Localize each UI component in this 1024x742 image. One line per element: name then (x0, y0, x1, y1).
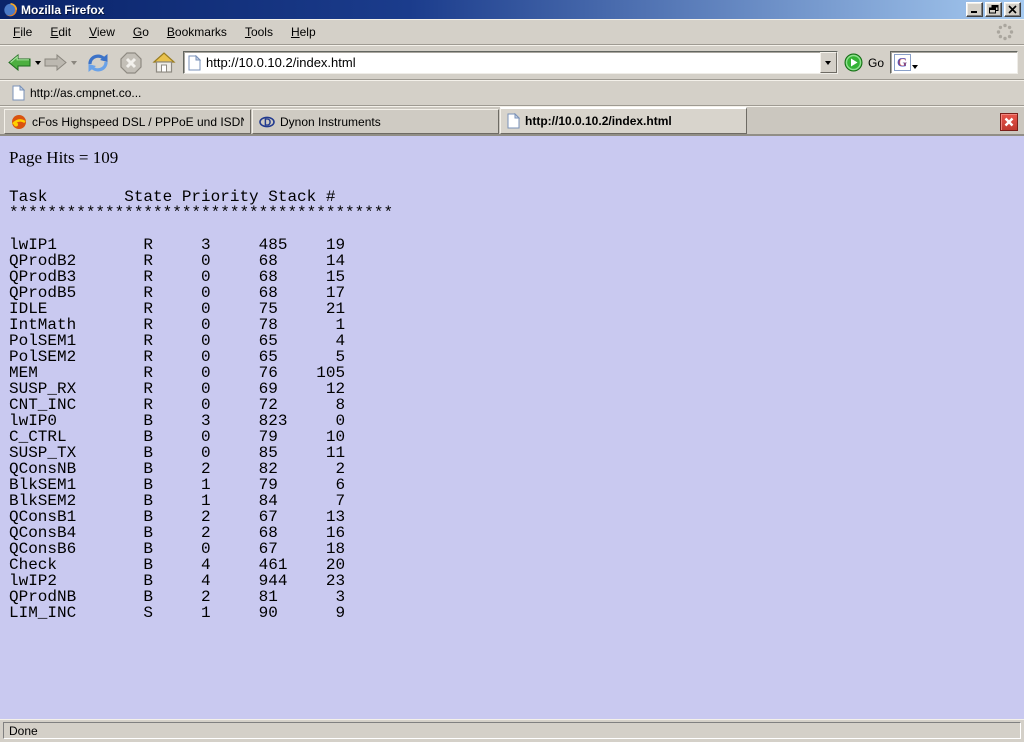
page-content: Page Hits = 109 Task State Priority Stac… (0, 136, 1024, 719)
stop-button[interactable] (117, 48, 145, 78)
bookmarks-toolbar: http://as.cmpnet.co... (0, 80, 1024, 106)
page-icon (507, 113, 520, 129)
navigation-toolbar: http://10.0.10.2/index.html Go G G (0, 45, 1024, 80)
go-label[interactable]: Go (867, 55, 884, 70)
svg-text:G: G (897, 55, 907, 70)
task-table: Task State Priority Stack # ************… (9, 188, 394, 622)
firefox-logo-icon (3, 2, 18, 17)
url-bar[interactable]: http://10.0.10.2/index.html (183, 51, 838, 74)
menu-file[interactable]: File (13, 25, 33, 39)
menu-edit[interactable]: Edit (50, 25, 72, 39)
search-engine-dropdown[interactable] (912, 64, 918, 69)
menu-go[interactable]: Go (132, 25, 149, 39)
close-window-button[interactable] (1004, 2, 1021, 17)
page-hits-text: Page Hits = 109 (9, 148, 119, 167)
menu-bar: File Edit View Go Bookmarks Tools Help (0, 19, 1024, 45)
bookmark-item[interactable]: http://as.cmpnet.co... (8, 83, 145, 103)
dynon-icon: D (259, 114, 275, 130)
page-icon (12, 85, 25, 101)
url-input[interactable]: http://10.0.10.2/index.html (206, 55, 356, 70)
forward-dropdown[interactable] (69, 49, 78, 77)
back-button[interactable] (6, 48, 33, 78)
title-bar: Mozilla Firefox (0, 0, 1024, 19)
tab-strip: cFos Highspeed DSL / PPPoE und ISDN CAP.… (0, 106, 1024, 136)
tab-label: cFos Highspeed DSL / PPPoE und ISDN CAP.… (32, 114, 244, 129)
google-icon: G G (894, 54, 911, 71)
page-icon (188, 54, 201, 71)
status-text: Done (3, 722, 1021, 739)
reload-button[interactable] (83, 48, 113, 78)
svg-text:D: D (264, 117, 271, 128)
bookmark-label: http://as.cmpnet.co... (30, 86, 142, 100)
tab-3-active[interactable]: http://10.0.10.2/index.html (500, 107, 747, 134)
home-button[interactable] (149, 48, 179, 78)
go-button[interactable] (842, 48, 865, 78)
close-tab-button[interactable] (1000, 113, 1018, 131)
cfos-icon (11, 114, 27, 130)
tab-2[interactable]: D Dynon Instruments (252, 109, 499, 134)
tab-label: Dynon Instruments (280, 114, 381, 129)
tab-1[interactable]: cFos Highspeed DSL / PPPoE und ISDN CAP.… (4, 109, 251, 134)
restore-button[interactable] (985, 2, 1002, 17)
back-dropdown[interactable] (33, 49, 42, 77)
menu-tools[interactable]: Tools (244, 25, 273, 39)
forward-button[interactable] (42, 48, 69, 78)
minimize-button[interactable] (966, 2, 983, 17)
url-dropdown[interactable] (819, 52, 837, 73)
menu-bookmarks[interactable]: Bookmarks (166, 25, 227, 39)
menu-help[interactable]: Help (290, 25, 316, 39)
tab-strip-spacer (748, 109, 998, 134)
status-bar: Done (0, 719, 1024, 742)
throbber-icon (996, 23, 1014, 41)
window-title: Mozilla Firefox (21, 2, 105, 17)
svg-text:G: G (898, 55, 907, 69)
menu-view[interactable]: View (89, 25, 115, 39)
tab-label: http://10.0.10.2/index.html (525, 114, 672, 128)
search-box[interactable]: G G (890, 51, 1018, 74)
